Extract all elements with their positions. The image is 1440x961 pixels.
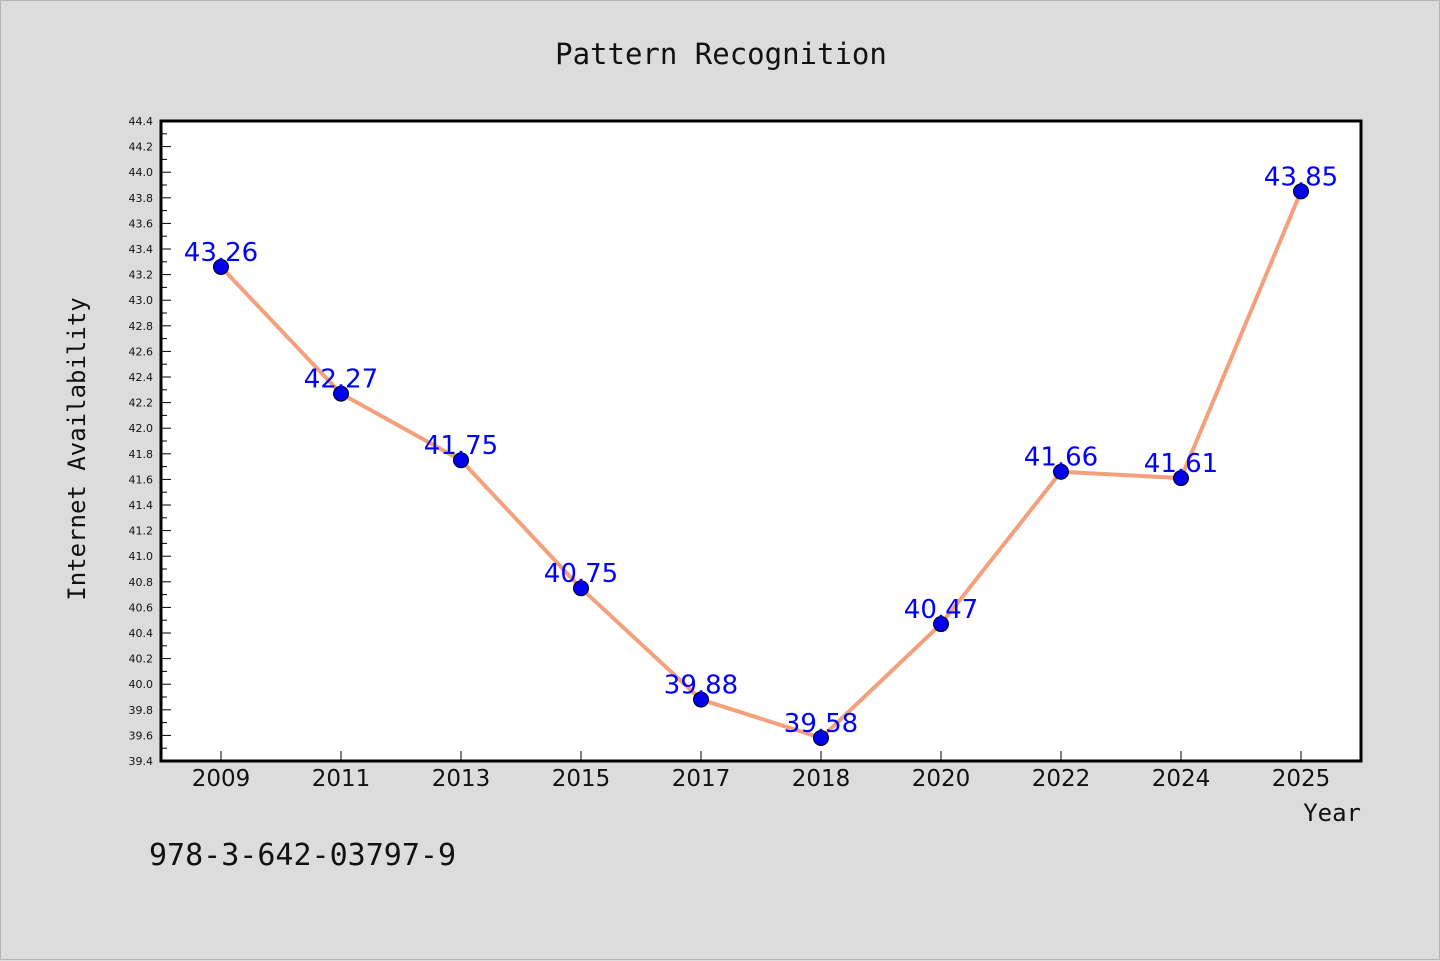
y-tick-label: 40.4	[129, 627, 154, 640]
data-label: 39.88	[664, 671, 738, 701]
x-axis: 2009 2011 2013 2015 2017 2018 2020 2022 2024 2025	[192, 751, 1331, 792]
data-label: 40.75	[544, 559, 618, 589]
data-point	[453, 452, 469, 469]
plot-area	[159, 119, 1363, 763]
data-point	[333, 385, 349, 402]
data-point	[1293, 183, 1309, 200]
x-axis-title: Year	[1303, 799, 1361, 827]
y-tick-label: 44.2	[129, 141, 154, 154]
data-label: 43.26	[184, 238, 258, 268]
x-tick-label: 2011	[312, 766, 371, 792]
y-tick-label: 39.8	[129, 704, 154, 717]
y-tick-label: 40.6	[129, 601, 154, 614]
y-tick-label: 44.0	[129, 166, 154, 179]
y-tick-label: 40.0	[129, 678, 154, 691]
y-tick-label: 41.4	[129, 499, 154, 512]
y-tick-label: 42.8	[129, 320, 154, 333]
series-line	[219, 189, 1303, 740]
y-tick-label: 44.4	[129, 115, 154, 128]
y-tick-label: 43.0	[129, 294, 154, 307]
data-label: 42.27	[304, 365, 378, 395]
y-tick-label: 43.2	[129, 269, 154, 282]
data-label: 43.85	[1264, 162, 1338, 192]
y-tick-label: 40.2	[129, 653, 154, 666]
data-label: 39.58	[784, 709, 858, 739]
data-point	[1173, 470, 1189, 487]
y-tick-label: 42.0	[129, 422, 154, 435]
x-tick-label: 2022	[1032, 766, 1091, 792]
data-point	[213, 258, 229, 275]
y-tick-label: 41.0	[129, 550, 154, 563]
x-tick-label: 2015	[552, 766, 611, 792]
y-tick-label: 43.4	[129, 243, 154, 256]
y-tick-label: 42.2	[129, 397, 154, 410]
data-point	[693, 691, 709, 708]
y-tick-label: 42.4	[129, 371, 154, 384]
data-label: 41.66	[1024, 443, 1098, 473]
y-tick-label: 42.6	[129, 345, 154, 358]
x-tick-label: 2009	[192, 766, 251, 792]
x-tick-label: 2020	[912, 766, 971, 792]
y-tick-label: 40.8	[129, 576, 154, 589]
y-tick-label: 41.6	[129, 473, 154, 486]
y-tick-label: 39.6	[129, 729, 154, 742]
data-label: 40.47	[904, 595, 978, 625]
data-point	[813, 729, 829, 746]
series-layer: 43.26 42.27 41.75 40.75 39.88 39.58 40.47 41.66…	[184, 162, 1338, 746]
x-tick-label: 2024	[1152, 766, 1211, 792]
y-tick-label: 41.8	[129, 448, 154, 461]
y-tick-label: 39.4	[129, 755, 154, 768]
y-tick-label: 43.6	[129, 217, 154, 230]
isbn-text: 978-3-642-03797-9	[149, 838, 456, 873]
chart-title: Pattern Recognition	[555, 37, 887, 71]
x-tick-label: 2013	[432, 766, 491, 792]
data-label: 41.75	[424, 431, 498, 461]
y-axis-title: Internet Availability	[63, 297, 91, 600]
x-tick-label: 2018	[792, 766, 851, 792]
x-tick-label: 2025	[1272, 766, 1331, 792]
data-point	[933, 616, 949, 633]
y-tick-label: 43.8	[129, 192, 154, 205]
data-point	[1053, 463, 1069, 480]
y-tick-label: 41.2	[129, 525, 154, 538]
data-point	[573, 580, 589, 597]
data-label: 41.61	[1144, 449, 1218, 479]
y-axis: 39.4 39.6 39.8 40.0 40.2 40.4 40.6 40.8 41.0 41.2…	[129, 115, 171, 768]
x-tick-label: 2017	[672, 766, 731, 792]
